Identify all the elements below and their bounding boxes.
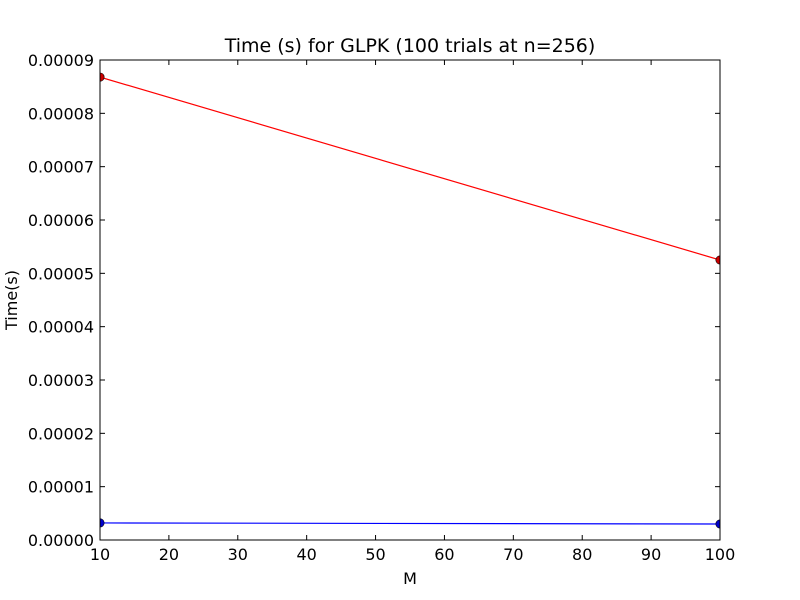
x-tick-label: 20 xyxy=(159,545,179,564)
x-tick-label: 50 xyxy=(365,545,385,564)
y-tick-label: 0.00004 xyxy=(28,318,94,337)
x-tick-label: 10 xyxy=(90,545,110,564)
x-tick-label: 80 xyxy=(572,545,592,564)
plot-frame xyxy=(99,59,721,541)
x-axis-label: M xyxy=(403,569,417,588)
y-tick-label: 0.00000 xyxy=(28,531,94,550)
x-tick-label: 100 xyxy=(705,545,736,564)
x-tick-label: 30 xyxy=(228,545,248,564)
x-tick-label: 60 xyxy=(434,545,454,564)
x-tick-label: 90 xyxy=(641,545,661,564)
y-tick-label: 0.00005 xyxy=(28,264,94,283)
y-tick-label: 0.00001 xyxy=(28,478,94,497)
y-tick-label: 0.00002 xyxy=(28,424,94,443)
y-tick-label: 0.00006 xyxy=(28,211,94,230)
y-tick-label: 0.00007 xyxy=(28,158,94,177)
series-2-line xyxy=(100,522,720,525)
y-tick-label: 0.00009 xyxy=(28,51,94,70)
x-tick-label: 40 xyxy=(296,545,316,564)
x-tick-label: 70 xyxy=(503,545,523,564)
plot-area: 10 20 30 40 50 60 70 80 90 100 0.00000 0.00001 0.000… xyxy=(28,51,735,564)
y-axis-label: Time(s) xyxy=(2,270,21,331)
series-1-line xyxy=(100,76,720,261)
y-tick-label: 0.00003 xyxy=(28,371,94,390)
y-tick-label: 0.00008 xyxy=(28,104,94,123)
chart-title: Time (s) for GLPK (100 trials at n=256) xyxy=(224,35,596,57)
